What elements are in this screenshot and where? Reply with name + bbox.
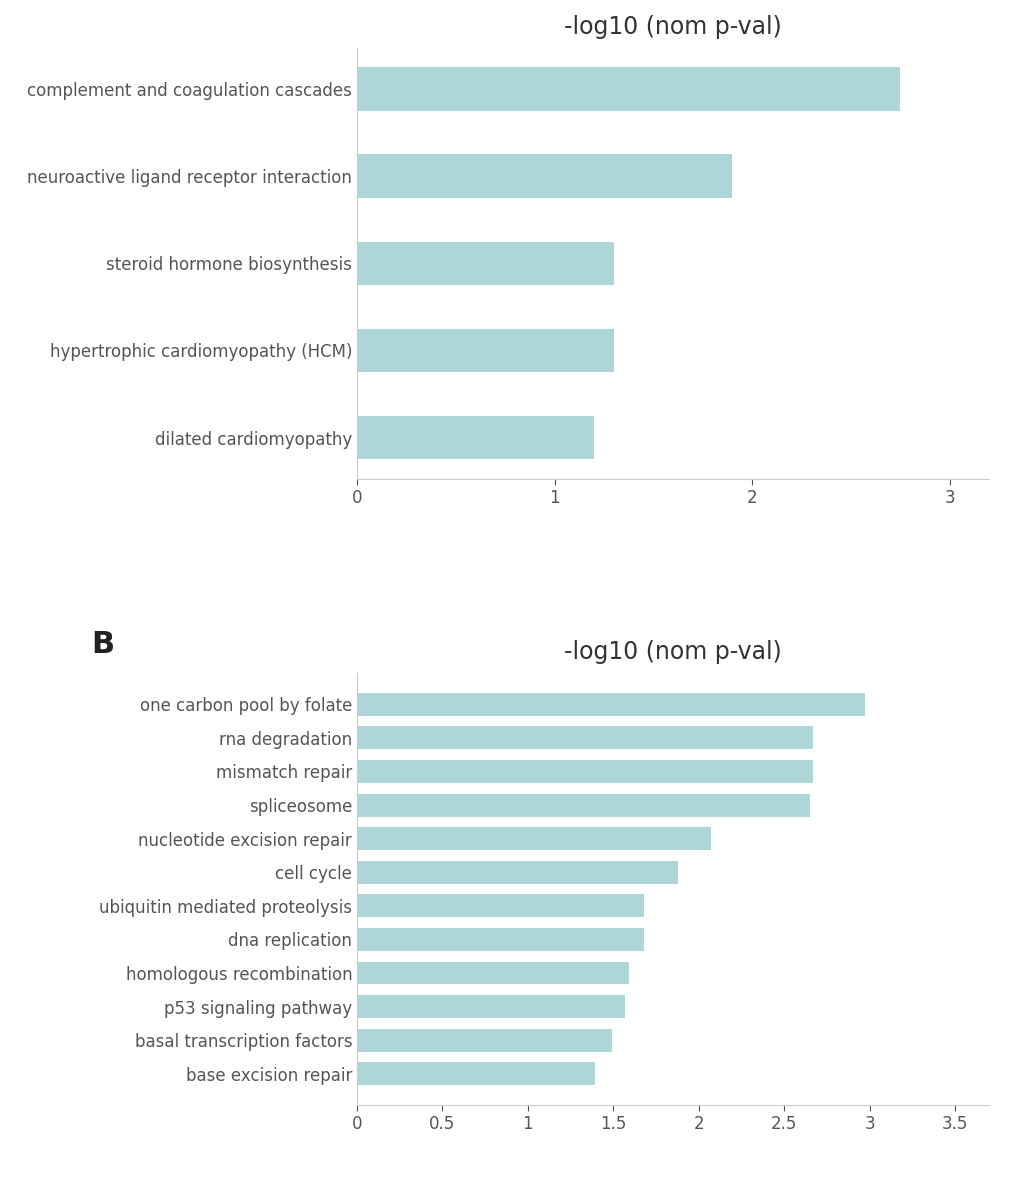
Bar bbox=[357, 827, 710, 851]
Bar bbox=[357, 1029, 611, 1051]
Bar bbox=[357, 996, 625, 1018]
Bar bbox=[357, 794, 809, 816]
Bar bbox=[357, 928, 644, 950]
Bar bbox=[357, 329, 613, 372]
Bar bbox=[357, 895, 644, 917]
Bar bbox=[357, 760, 812, 783]
Title: -log10 (nom p-val): -log10 (nom p-val) bbox=[564, 640, 782, 664]
Bar bbox=[357, 416, 593, 460]
Title: -log10 (nom p-val): -log10 (nom p-val) bbox=[564, 14, 782, 39]
Bar bbox=[357, 693, 864, 715]
Bar bbox=[357, 961, 628, 985]
Bar bbox=[357, 154, 732, 198]
Bar bbox=[357, 861, 678, 884]
Bar bbox=[357, 727, 812, 750]
Text: B: B bbox=[92, 630, 114, 659]
Bar bbox=[357, 1062, 594, 1085]
Bar bbox=[357, 68, 900, 110]
Bar bbox=[357, 241, 613, 285]
